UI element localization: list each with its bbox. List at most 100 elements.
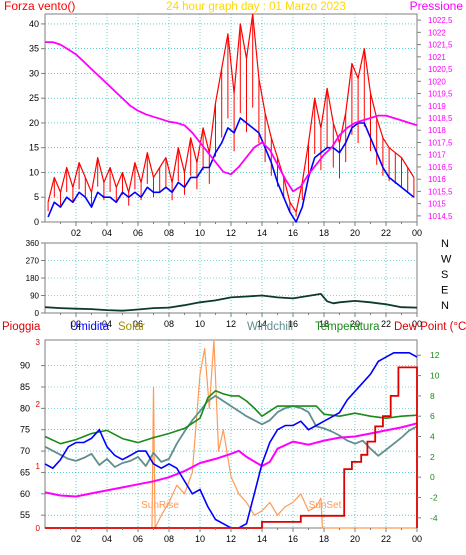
pressure-line (45, 41, 418, 193)
y-left-tick-label: 10 (29, 167, 39, 177)
sunset-annotation: SunSet (309, 500, 342, 511)
humidity-tick-label: 60 (20, 489, 30, 499)
y-right-tick-label: 1022 (428, 28, 446, 37)
x-tick-label: 10 (195, 228, 205, 238)
x-tick-label: 22 (381, 319, 391, 329)
y-right-tick-label: 1021,5 (428, 41, 453, 50)
temp-chart-grid (45, 340, 417, 528)
x-tick-label: 22 (381, 228, 391, 238)
x-tick-label: 12 (226, 228, 236, 238)
humidity-tick-label: 80 (20, 403, 30, 413)
compass-label: W (441, 254, 452, 266)
temperature-tick-label: 12 (430, 350, 440, 360)
x-tick-label: 16 (288, 534, 298, 544)
humidity-tick-label: 55 (20, 510, 30, 520)
humidity-tick-label: 90 (20, 361, 30, 371)
x-tick-label: 06 (133, 534, 143, 544)
y-left-tick-label: 30 (29, 68, 39, 78)
x-tick-label: 06 (133, 319, 143, 329)
humidity-tick-label: 75 (20, 425, 30, 435)
x-tick-label: 20 (350, 228, 360, 238)
x-tick-label: 18 (319, 534, 329, 544)
temperature-humidity-chart: Pioggia Umidita Solar Windchill Temperatura D… (2, 321, 466, 544)
direction-degree-label: 0 (35, 309, 40, 318)
x-tick-label: 14 (257, 319, 267, 329)
temperature-tick-label: -4 (430, 513, 438, 523)
y-right-tick-label: 1020,5 (428, 65, 453, 74)
direction-chart-grid (45, 243, 417, 313)
temperature-tick-label: 10 (430, 371, 440, 381)
x-tick-label: 02 (71, 319, 81, 329)
direction-degree-label: 180 (26, 274, 40, 283)
y-right-tick-label: 1018,5 (428, 114, 453, 123)
x-tick-label: 04 (102, 228, 112, 238)
y-right-tick-label: 1017 (428, 151, 446, 160)
chart-legend: Pioggia Umidita Solar Windchill Temperatura D… (2, 321, 466, 333)
windchill-line (44, 394, 418, 468)
x-tick-label: 22 (381, 534, 391, 544)
compass-label: N (441, 238, 449, 250)
compass-label: N (441, 300, 449, 312)
wind-average-line (47, 117, 415, 223)
direction-degree-label: 360 (26, 239, 40, 248)
x-tick-label: 16 (288, 319, 298, 329)
y-right-tick-label: 1015 (428, 200, 446, 209)
chart-title: 24 hour graph day : 01 Marzo 2023 (166, 1, 346, 13)
legend-label: Umidita (70, 321, 110, 333)
x-tick-label: 08 (164, 228, 174, 238)
y-right-tick-label: 1016 (428, 175, 446, 184)
legend-label: Pioggia (2, 321, 41, 333)
rain-tick-label: 3 (36, 338, 41, 347)
x-tick-label: 08 (164, 319, 174, 329)
x-tick-label: 18 (319, 228, 329, 238)
compass-label: E (441, 285, 448, 297)
y-right-tick-label: 1021 (428, 53, 446, 62)
x-tick-label: 18 (319, 319, 329, 329)
wind-chart-ticks: 05101520253035401014,510151015,510161016… (29, 16, 453, 238)
x-tick-label: 10 (195, 534, 205, 544)
temperature-tick-label: 0 (430, 472, 435, 482)
direction-degree-label: 90 (30, 292, 39, 301)
humidity-tick-label: 85 (20, 382, 30, 392)
y-left-tick-label: 35 (29, 44, 39, 54)
y-right-tick-label: 1022,5 (428, 16, 453, 25)
y-left-tick-label: 40 (29, 19, 39, 29)
y-right-tick-label: 1015,5 (428, 187, 453, 196)
x-tick-label: 00 (412, 534, 422, 544)
y-right-tick-label: 1020 (428, 77, 446, 86)
compass-label: S (441, 269, 448, 281)
temperature-tick-label: 4 (430, 432, 435, 442)
solar-line (45, 339, 417, 529)
wind-pressure-chart: 05101520253035401014,510151015,510161016… (4, 0, 463, 238)
y-left-tick-label: 25 (29, 93, 39, 103)
humidity-tick-label: 65 (20, 467, 30, 477)
x-tick-label: 14 (257, 228, 267, 238)
x-tick-label: 06 (133, 228, 143, 238)
rain-tick-label: 1 (36, 462, 41, 471)
y-right-tick-label: 1017,5 (428, 138, 453, 147)
x-tick-label: 04 (102, 319, 112, 329)
y-right-tick-label: 1019,5 (428, 90, 453, 99)
legend-label: Windchill (247, 321, 293, 333)
wind-force-label: Forza vento() (4, 0, 75, 13)
dewpoint-line (44, 422, 418, 498)
direction-degree-label: 270 (26, 257, 40, 266)
rain-line (45, 366, 418, 529)
x-tick-label: 14 (257, 534, 267, 544)
x-tick-label: 16 (288, 228, 298, 238)
y-right-tick-label: 1016,5 (428, 163, 453, 172)
temperature-tick-label: -2 (430, 493, 438, 503)
x-tick-label: 10 (195, 319, 205, 329)
direction-chart-series (44, 292, 418, 312)
wind-chart-series (45, 13, 418, 223)
wind-max-line (47, 13, 415, 213)
rain-tick-label: 0 (36, 524, 41, 533)
x-tick-label: 02 (71, 228, 81, 238)
x-tick-label: 20 (350, 319, 360, 329)
legend-label: Dew Point (°C) (394, 321, 466, 333)
